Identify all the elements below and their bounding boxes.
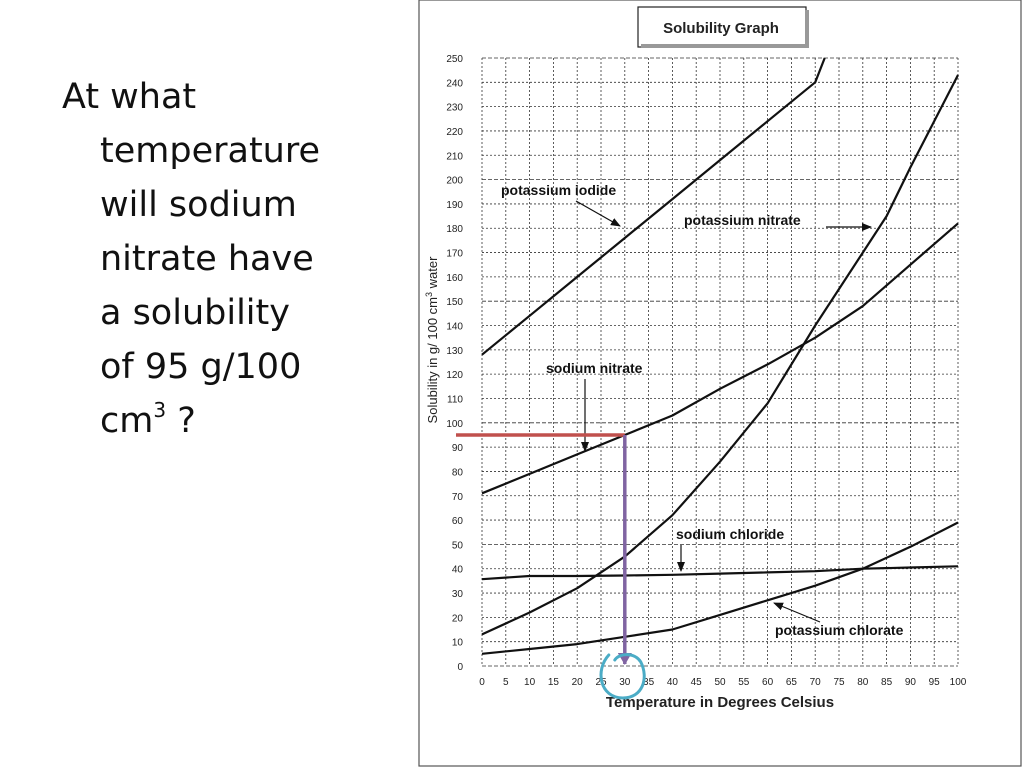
x-tick-label: 70: [810, 677, 822, 688]
x-tick-label: 80: [857, 677, 869, 688]
annotation-potassium-iodide: potassium iodide: [501, 182, 616, 198]
question-line: temperature: [100, 131, 320, 171]
question-line: of 95 g/100: [100, 347, 302, 387]
question-line-units: cm3 ?: [62, 394, 362, 448]
x-axis-ticks: 0 5 10 15 20 25 30 35 40 45 50 55 60 65 70 75 80 85 90 95 10…: [479, 677, 967, 688]
units-text: cm: [100, 401, 154, 441]
x-tick-label: 85: [881, 677, 893, 688]
question-line: At what: [62, 77, 197, 117]
x-tick-label: 20: [572, 677, 584, 688]
series-line-potassium-chlorate: [481, 521, 959, 655]
y-tick-label: 100: [446, 419, 463, 430]
arrow-potassium-chlorate: [773, 602, 821, 623]
x-tick-label: 95: [929, 677, 941, 688]
y-tick-label: 190: [446, 200, 463, 211]
y-axis-label-main: Solubility in g/ 100 cm: [425, 297, 440, 423]
x-tick-label: 35: [643, 677, 655, 688]
series-line-potassium-iodide: [481, 57, 826, 356]
annotation-potassium-chlorate: potassium chlorate: [775, 622, 904, 638]
y-tick-label: 40: [452, 565, 464, 576]
y-tick-label: 200: [446, 176, 463, 187]
curve-annotations: potassium iodide potassium nitrate sodiu…: [501, 182, 904, 638]
y-tick-label: 110: [447, 394, 463, 405]
annotation-sodium-nitrate: sodium nitrate: [546, 360, 643, 376]
x-tick-label: 65: [786, 677, 798, 688]
y-tick-label: 140: [446, 322, 463, 333]
series-line-sodium-nitrate: [481, 222, 959, 495]
chart-title-box: Solubility Graph: [637, 6, 809, 48]
y-tick-label: 240: [446, 78, 463, 89]
y-tick-label: 170: [446, 249, 463, 260]
y-tick-label: 80: [452, 467, 464, 478]
y-tick-label: 130: [446, 346, 463, 357]
x-tick-label: 5: [503, 677, 509, 688]
y-tick-label: 230: [446, 103, 463, 114]
y-tick-label: 60: [452, 516, 464, 527]
x-tick-label: 40: [667, 677, 679, 688]
x-tick-label: 60: [762, 677, 774, 688]
y-tick-label: 210: [446, 151, 463, 162]
x-axis-label: Temperature in Degrees Celsius: [606, 694, 834, 711]
x-tick-label: 75: [833, 677, 845, 688]
question-line: a solubility: [100, 293, 290, 333]
question-text: At what temperature will sodium nitrate …: [62, 70, 362, 448]
annotation-potassium-nitrate: potassium nitrate: [684, 212, 801, 228]
answer-circle: [599, 653, 646, 700]
question-mark: ?: [166, 401, 196, 441]
y-axis-label-sup: 3: [424, 292, 434, 297]
chart-title: Solubility Graph: [663, 20, 779, 37]
question-line: will sodium: [100, 185, 297, 225]
y-tick-label: 0: [457, 662, 463, 673]
x-tick-label: 50: [714, 677, 726, 688]
chart-grid: [481, 57, 959, 667]
arrow-potassium-iodide: [575, 200, 621, 227]
chart-series: [481, 57, 959, 655]
x-tick-label: 15: [548, 677, 560, 688]
y-tick-label: 150: [446, 297, 463, 308]
y-tick-label: 50: [452, 540, 464, 551]
y-tick-label: 250: [446, 54, 463, 65]
y-tick-label: 160: [446, 273, 463, 284]
series-line-potassium-nitrate: [481, 74, 959, 636]
x-tick-label: 90: [905, 677, 917, 688]
y-tick-label: 120: [446, 370, 463, 381]
y-tick-label: 220: [446, 127, 463, 138]
y-tick-label: 30: [452, 589, 464, 600]
y-tick-label: 10: [452, 638, 464, 649]
y-tick-label: 20: [452, 613, 464, 624]
question-line: nitrate have: [100, 239, 314, 279]
annotation-sodium-chloride: sodium chloride: [676, 526, 784, 542]
units-superscript: 3: [153, 398, 167, 423]
series-line-sodium-chloride: [481, 565, 959, 581]
x-tick-label: 45: [691, 677, 703, 688]
y-axis-ticks: 0 10 20 30 40 50 60 70 80 90 100 110 120 130 140 150 160…: [446, 54, 463, 673]
y-axis-label: Solubility in g/ 100 cm3 water: [424, 256, 440, 424]
x-tick-label: 55: [738, 677, 750, 688]
teacher-markup: [456, 433, 646, 700]
y-axis-label-end: water: [425, 256, 440, 292]
y-tick-label: 180: [446, 224, 463, 235]
x-tick-label: 0: [479, 677, 485, 688]
y-tick-label: 90: [452, 443, 464, 454]
x-tick-label: 30: [619, 677, 631, 688]
x-tick-label: 100: [950, 677, 967, 688]
y-tick-label: 70: [452, 492, 464, 503]
x-tick-label: 10: [524, 677, 536, 688]
